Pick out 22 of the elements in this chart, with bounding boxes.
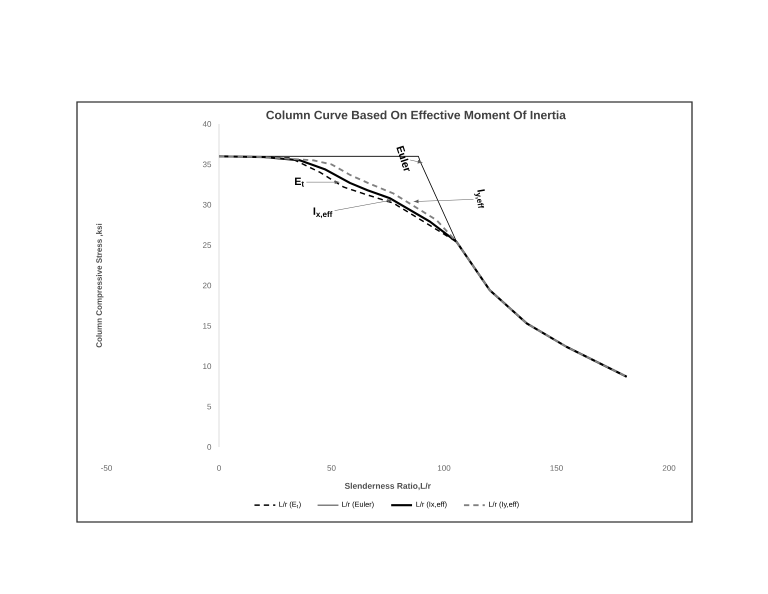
y-tick-label: 35 <box>202 162 212 168</box>
annotation: E$_{t}$ <box>295 178 304 187</box>
annotation: Euler <box>396 146 410 172</box>
y-tick-label: 0 <box>207 444 212 450</box>
x-tick-label: 150 <box>550 465 563 471</box>
y-tick-label: 5 <box>207 404 212 410</box>
y-tick-label: 20 <box>202 282 212 288</box>
x-tick-label: 0 <box>217 465 221 471</box>
y-tick-label: 25 <box>202 242 212 248</box>
x-tick-label: 200 <box>662 465 676 471</box>
x-tick-label: -50 <box>101 465 112 471</box>
x-tick-label: 50 <box>327 465 336 471</box>
annotation: I$_{y,eff}$ <box>474 189 485 208</box>
annotation: I$_{x,eff}$ <box>314 207 332 218</box>
chart-title: Column Curve Based On Effective Moment Of Inertia <box>266 110 566 120</box>
y-tick-label: 40 <box>202 121 212 127</box>
y-tick-label: 10 <box>203 363 212 370</box>
y-tick-label: 30 <box>202 202 212 208</box>
x-tick-label: 100 <box>438 465 450 471</box>
x-axis-title: Slenderness Ratio,L/r <box>344 482 431 490</box>
y-tick-label: 15 <box>203 323 212 329</box>
y-axis-title: Column Compressive Stress ,ksi <box>96 224 104 348</box>
